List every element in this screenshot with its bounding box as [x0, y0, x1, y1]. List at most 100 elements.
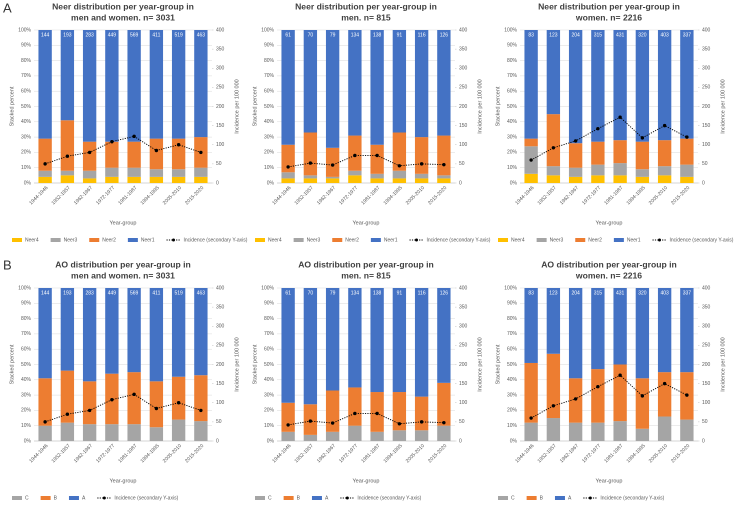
bar-segment: [613, 364, 627, 422]
y-tick-label: 80%: [507, 58, 518, 64]
y-tick-label: 40%: [264, 377, 275, 383]
bar-segment: [392, 132, 407, 171]
y2-tick-label: 100: [702, 142, 711, 148]
bar-segment: [680, 288, 694, 373]
incidence-marker: [397, 164, 402, 168]
chart-title: men. n= 815: [341, 12, 391, 22]
chart-title: Neer distribution per year-group in: [295, 1, 437, 11]
incidence-marker: [662, 381, 667, 386]
count-label: 144: [41, 32, 50, 38]
bar-segment: [524, 288, 538, 363]
x-tick-label: 1994-1995: [383, 443, 404, 464]
x-tick-label: 1944-1946: [28, 185, 49, 206]
y2-tick-label: 350: [459, 46, 468, 52]
bar-segment: [348, 387, 362, 426]
bar-segment: [60, 120, 75, 171]
bar-segment: [348, 425, 362, 441]
bar-segment: [171, 376, 186, 420]
count-label: 123: [549, 290, 558, 296]
y-tick-label: 0%: [510, 438, 518, 444]
bar-segment: [680, 30, 694, 139]
y-tick-label: 80%: [264, 58, 275, 64]
bar-segment: [281, 144, 295, 173]
bar-segment: [303, 288, 318, 405]
bar-segment: [281, 172, 295, 179]
bar-segment: [281, 431, 295, 441]
bar-segment: [370, 144, 384, 174]
x-tick-label: 1972-1977: [581, 185, 602, 206]
x-tick-label: 2005-2010: [405, 185, 426, 206]
y-tick-label: 60%: [507, 347, 518, 353]
legend-label: Neer4: [268, 237, 282, 243]
legend-label: Neer3: [307, 237, 321, 243]
legend-label: A: [325, 495, 329, 501]
bar-segment: [591, 288, 605, 370]
bar-segment: [60, 288, 75, 371]
count-label: 61: [285, 290, 291, 296]
y-tick-label: 0%: [267, 180, 275, 186]
x-tick-label: 2005-2010: [162, 185, 183, 206]
y2-tick-label: 0: [459, 180, 462, 186]
x-tick-label: 2015-2020: [670, 443, 691, 464]
x-tick-label: 1981-1987: [117, 185, 138, 206]
bar-segment: [414, 178, 429, 183]
bar-segment: [546, 30, 561, 115]
incidence-marker: [286, 423, 290, 427]
y-tick-label: 60%: [21, 89, 32, 95]
legend-label: C: [268, 495, 272, 501]
x-tick-label: 1944-1946: [28, 443, 49, 464]
count-label: 193: [63, 290, 72, 296]
y-axis-title: Stacked percent: [9, 344, 15, 384]
y2-tick-label: 100: [459, 400, 468, 406]
y-tick-label: 30%: [264, 134, 275, 140]
x-axis-title: Year-group: [595, 478, 622, 484]
bar-segment: [591, 30, 605, 142]
chart-title: women. n= 2216: [575, 12, 642, 22]
count-label: 193: [63, 32, 72, 38]
bar-segment: [437, 30, 451, 136]
x-tick-label: 1952-1957: [294, 443, 315, 464]
count-label: 61: [285, 32, 291, 38]
bar-segment: [325, 390, 340, 432]
bar-segment: [348, 30, 362, 136]
bar-segment: [613, 175, 627, 183]
y-tick-label: 30%: [21, 392, 32, 398]
x-tick-label: 1972-1977: [338, 185, 359, 206]
y-tick-label: 100%: [504, 27, 517, 33]
x-tick-label: 1981-1987: [360, 185, 381, 206]
count-label: 91: [397, 290, 403, 296]
y2-tick-label: 0: [459, 438, 462, 444]
count-label: 283: [85, 290, 94, 296]
bar-segment: [303, 30, 318, 133]
y2-tick-label: 250: [216, 85, 225, 91]
incidence-marker: [65, 154, 70, 158]
x-tick-label: 2005-2010: [648, 185, 669, 206]
incidence-marker: [43, 420, 47, 424]
bar-segment: [171, 176, 186, 183]
bar-segment: [105, 141, 119, 168]
incidence-marker: [154, 148, 159, 153]
x-tick-label: 1962-1967: [316, 443, 337, 464]
y-tick-label: 90%: [21, 43, 32, 49]
x-tick-label: 1952-1957: [537, 185, 558, 206]
bar-segment: [414, 30, 429, 138]
y-tick-label: 60%: [264, 89, 275, 95]
y-tick-label: 80%: [21, 316, 32, 322]
bar-segment: [437, 425, 451, 441]
legend-swatch: [311, 496, 322, 500]
legend-label: Incidence (secondary Y-axis): [184, 237, 248, 243]
panel-label: A: [3, 0, 12, 15]
y-tick-label: 90%: [264, 43, 275, 49]
legend-label: Neer2: [345, 237, 359, 243]
count-label: 337: [683, 32, 692, 38]
bar-segment: [149, 381, 164, 428]
bar-segment: [38, 425, 52, 441]
incidence-marker: [640, 394, 645, 398]
bar-segment: [414, 173, 429, 179]
bar-segment: [82, 381, 97, 425]
bar-segment: [348, 175, 362, 183]
x-tick-label: 1944-1946: [514, 443, 535, 464]
y-tick-label: 70%: [507, 331, 518, 337]
bar-segment: [171, 288, 186, 377]
